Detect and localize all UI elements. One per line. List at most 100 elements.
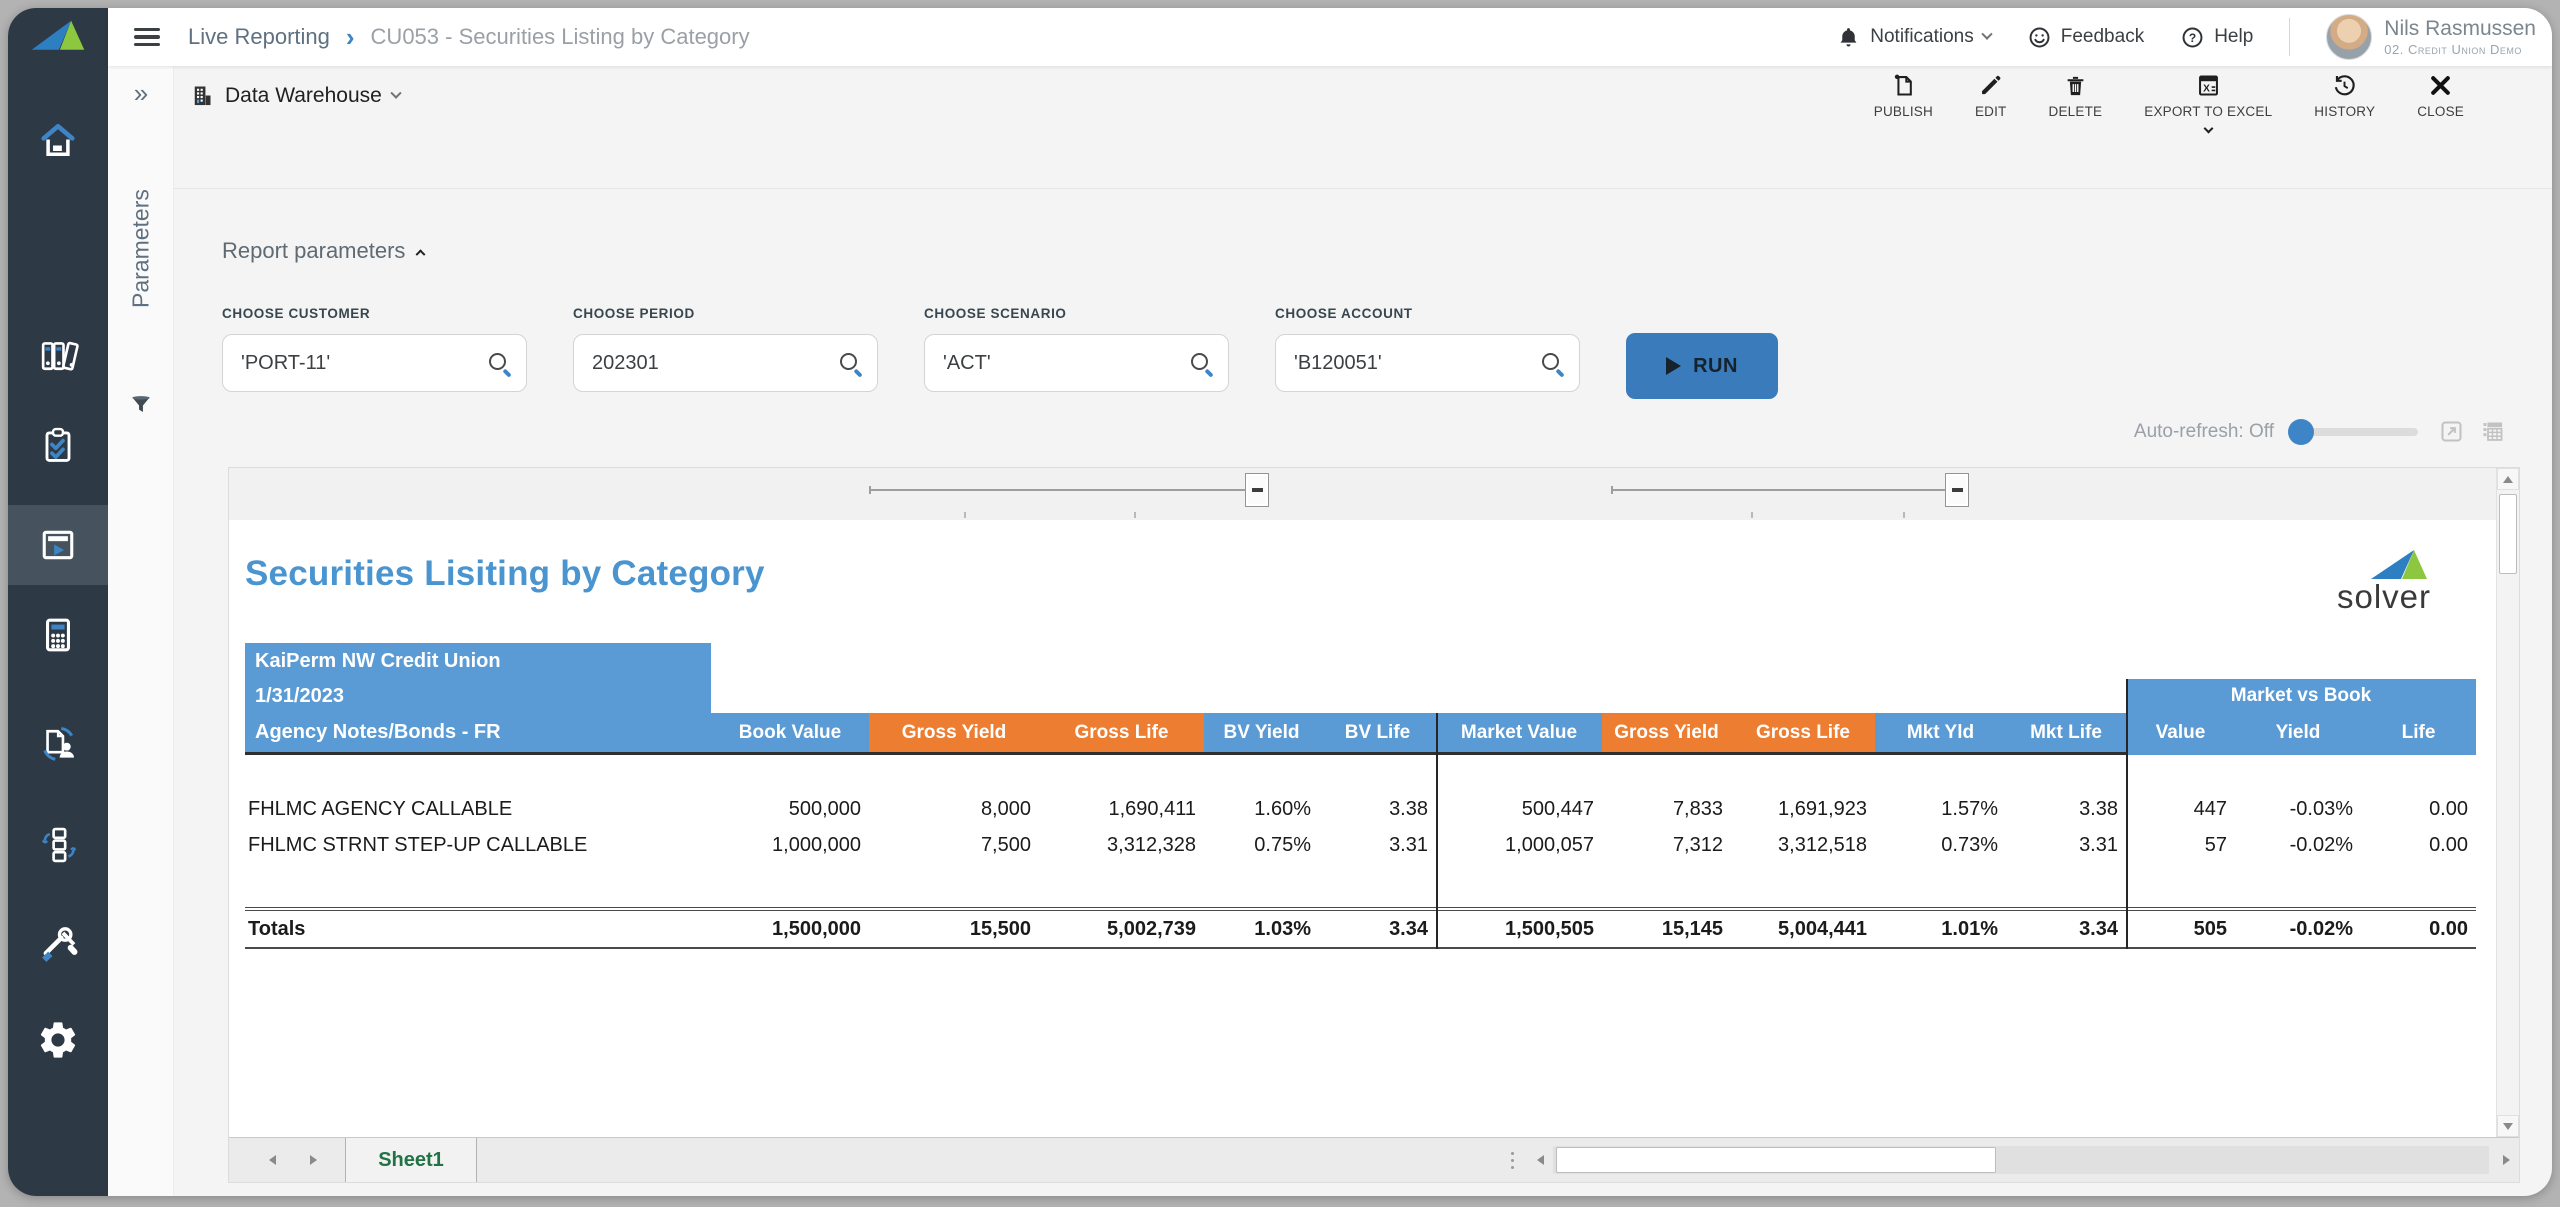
history-button[interactable]: HISTORY <box>2314 72 2375 132</box>
help-label: Help <box>2214 26 2254 47</box>
breadcrumb-section[interactable]: Live Reporting <box>188 24 330 49</box>
split-slider-handle[interactable] <box>1945 473 1969 507</box>
sidebar-item-process[interactable] <box>8 805 108 885</box>
slider-tick <box>1134 512 1136 518</box>
filter-funnel-icon[interactable] <box>128 392 154 418</box>
cell: 3,312,518 <box>1778 833 1867 856</box>
chevron-up-icon <box>415 248 426 259</box>
account-input[interactable] <box>1294 335 1524 391</box>
sheet-tab-bar: Sheet1 <box>229 1137 2519 1182</box>
sidebar-item-live-reporting[interactable] <box>8 505 108 585</box>
totals-row: Totals 1,500,000 15,500 5,002,739 1.03% … <box>245 907 2476 949</box>
vertical-scroll-thumb[interactable] <box>2499 494 2517 574</box>
cell: 3,312,328 <box>1107 833 1196 856</box>
cell: 505 <box>2126 907 2235 949</box>
solver-logo-icon <box>28 16 88 62</box>
field-choose-period: CHOOSE PERIOD <box>573 306 878 392</box>
feedback-button[interactable]: Feedback <box>2027 25 2144 50</box>
cell: 1.57% <box>1941 797 1998 820</box>
slider-knob[interactable] <box>2288 418 2314 445</box>
chevron-down-icon <box>2203 123 2214 134</box>
search-icon[interactable] <box>1190 352 1214 376</box>
customer-input[interactable] <box>241 335 471 391</box>
prev-sheet-arrow[interactable] <box>269 1155 276 1165</box>
info-customer: KaiPerm NW Credit Union <box>245 643 711 679</box>
horizontal-scrollbar[interactable] <box>1527 1138 2519 1182</box>
search-icon[interactable] <box>839 352 863 376</box>
scroll-left-arrow[interactable] <box>1527 1147 1553 1173</box>
info-date: 1/31/2023 <box>245 679 711 713</box>
table-view-icon[interactable] <box>2479 418 2506 445</box>
totals-label: Totals <box>245 907 711 949</box>
publish-button[interactable]: PUBLISH <box>1874 72 1933 132</box>
user-menu[interactable]: Nils Rasmussen 02. Credit Union Demo <box>2326 14 2536 60</box>
col-header: Life <box>2361 713 2476 755</box>
cell: 1.03% <box>1204 907 1319 949</box>
cell: 0.75% <box>1254 833 1311 856</box>
tab-navigation <box>229 1138 345 1182</box>
search-icon[interactable] <box>1541 352 1565 376</box>
calculator-icon <box>46 618 70 652</box>
expand-panel-icon[interactable]: » <box>133 78 149 108</box>
open-in-window-icon[interactable] <box>2438 418 2465 445</box>
horizontal-scroll-track[interactable] <box>1553 1146 2489 1174</box>
topbar: Live Reporting › CU053 - Securities List… <box>108 8 2552 66</box>
parameters-vertical-label[interactable]: Parameters <box>127 189 154 309</box>
next-sheet-arrow[interactable] <box>310 1155 317 1165</box>
report-parameters-toggle[interactable]: Report parameters <box>222 238 426 264</box>
pane-splitter-handle[interactable] <box>1497 1138 1527 1182</box>
scroll-up-arrow[interactable] <box>2497 468 2519 490</box>
cell: -0.02% <box>2289 833 2353 856</box>
col-header: Gross Yield <box>869 713 1039 755</box>
sidebar-item-settings[interactable] <box>8 1000 108 1080</box>
sheet-tab-active[interactable]: Sheet1 <box>345 1138 477 1182</box>
sidebar-item-archive[interactable] <box>8 315 108 395</box>
split-slider-handle[interactable] <box>1245 473 1269 507</box>
chevron-down-icon <box>1981 28 1993 40</box>
report-title: Securities Lisiting by Category <box>245 554 765 593</box>
period-input[interactable] <box>592 335 822 391</box>
edit-button[interactable]: EDIT <box>1975 72 2007 132</box>
sidebar-item-workflow[interactable] <box>8 705 108 785</box>
sidebar-item-tools[interactable] <box>8 905 108 985</box>
run-button[interactable]: RUN <box>1626 333 1778 399</box>
cell: 3.34 <box>2006 907 2126 949</box>
vertical-scrollbar[interactable] <box>2496 468 2519 1137</box>
cell: 500,447 <box>1521 797 1594 820</box>
sidebar-item-home[interactable] <box>8 100 108 180</box>
auto-refresh-control: Auto-refresh: Off <box>2134 418 2506 445</box>
sidebar-item-tasks[interactable] <box>8 405 108 485</box>
cell: 5,004,441 <box>1731 907 1875 949</box>
sidebar-item-budgeting[interactable] <box>8 595 108 675</box>
breadcrumb-separator-icon: › <box>345 22 355 52</box>
table-row: FHLMC AGENCY CALLABLE 500,000 8,000 1,69… <box>245 791 2476 827</box>
field-label: CHOOSE CUSTOMER <box>222 306 371 321</box>
user-name: Nils Rasmussen <box>2384 17 2536 41</box>
column-header-row: Agency Notes/Bonds - FR Book Value Gross… <box>245 713 2476 755</box>
report-viewport: Securities Lisiting by Category solver K… <box>228 467 2520 1183</box>
col-header: BV Yield <box>1204 713 1319 755</box>
field-choose-scenario: CHOOSE SCENARIO <box>924 306 1229 392</box>
info-category: Agency Notes/Bonds - FR <box>245 713 711 755</box>
scroll-down-arrow[interactable] <box>2497 1115 2519 1137</box>
parameters-side-strip: » Parameters <box>108 66 174 1196</box>
auto-refresh-slider[interactable] <box>2288 418 2424 445</box>
data-source-dropdown[interactable]: Data Warehouse <box>188 82 402 109</box>
slider-track <box>1611 486 1967 494</box>
help-button[interactable]: ? Help <box>2180 25 2253 50</box>
horizontal-scroll-thumb[interactable] <box>1556 1147 1996 1173</box>
cell: 3.31 <box>2079 833 2118 856</box>
search-icon[interactable] <box>488 352 512 376</box>
divider <box>174 188 2552 189</box>
delete-button[interactable]: DELETE <box>2049 72 2103 132</box>
hamburger-menu-icon[interactable] <box>134 28 160 46</box>
notifications-button[interactable]: Notifications <box>1836 25 1993 50</box>
close-button[interactable]: CLOSE <box>2417 72 2464 132</box>
scenario-input[interactable] <box>943 335 1173 391</box>
cell: -0.02% <box>2235 907 2361 949</box>
svg-text:?: ? <box>2189 30 2196 44</box>
scroll-right-arrow[interactable] <box>2493 1147 2519 1173</box>
export-to-excel-button[interactable]: X EXPORT TO EXCEL <box>2144 72 2272 134</box>
report-parameters-label: Report parameters <box>222 238 406 263</box>
spreadsheet-canvas: Securities Lisiting by Category solver K… <box>229 520 2496 1137</box>
